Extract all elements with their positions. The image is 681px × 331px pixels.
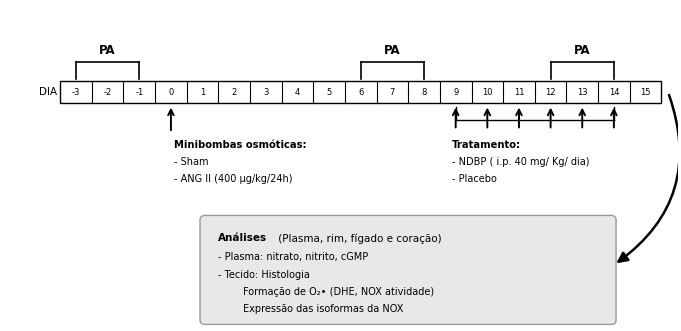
Text: - Placebo: - Placebo: [452, 174, 497, 184]
Text: -1: -1: [135, 88, 144, 97]
Text: - Sham: - Sham: [174, 157, 209, 167]
Text: PA: PA: [99, 44, 116, 57]
Bar: [60, 81, 661, 103]
Text: -2: -2: [104, 88, 112, 97]
FancyArrowPatch shape: [618, 95, 680, 261]
Text: 9: 9: [453, 88, 458, 97]
Text: PA: PA: [384, 44, 400, 57]
Text: 2: 2: [232, 88, 237, 97]
Text: 7: 7: [390, 88, 395, 97]
Text: Minibombas osmóticas:: Minibombas osmóticas:: [174, 140, 307, 150]
Text: 10: 10: [482, 88, 492, 97]
Text: 0: 0: [168, 88, 174, 97]
Text: 8: 8: [422, 88, 427, 97]
Text: 4: 4: [295, 88, 300, 97]
Text: PA: PA: [574, 44, 590, 57]
Text: Tratamento:: Tratamento:: [452, 140, 522, 150]
Text: Análises: Análises: [217, 233, 267, 243]
Text: (Plasma, rim, fígado e coração): (Plasma, rim, fígado e coração): [275, 233, 441, 244]
Text: 3: 3: [263, 88, 268, 97]
Text: 13: 13: [577, 88, 588, 97]
Text: 15: 15: [640, 88, 651, 97]
Text: -3: -3: [72, 88, 80, 97]
Text: - Tecido: Histologia: - Tecido: Histologia: [217, 270, 309, 280]
Text: DIA: DIA: [39, 87, 57, 97]
Text: Formação de O₂• (DHE, NOX atividade): Formação de O₂• (DHE, NOX atividade): [217, 287, 434, 297]
Text: 6: 6: [358, 88, 364, 97]
Text: - NDBP ( i.p. 40 mg/ Kg/ dia): - NDBP ( i.p. 40 mg/ Kg/ dia): [452, 157, 590, 167]
Text: 1: 1: [200, 88, 205, 97]
Text: 12: 12: [545, 88, 556, 97]
Text: 5: 5: [326, 88, 332, 97]
Text: - Plasma: nitrato, nitrito, cGMP: - Plasma: nitrato, nitrito, cGMP: [217, 252, 368, 262]
Text: - ANG II (400 μg/kg/24h): - ANG II (400 μg/kg/24h): [174, 174, 293, 184]
FancyBboxPatch shape: [200, 215, 616, 324]
Text: 14: 14: [609, 88, 619, 97]
Text: Expressão das isoformas da NOX: Expressão das isoformas da NOX: [217, 305, 403, 314]
Text: 11: 11: [513, 88, 524, 97]
